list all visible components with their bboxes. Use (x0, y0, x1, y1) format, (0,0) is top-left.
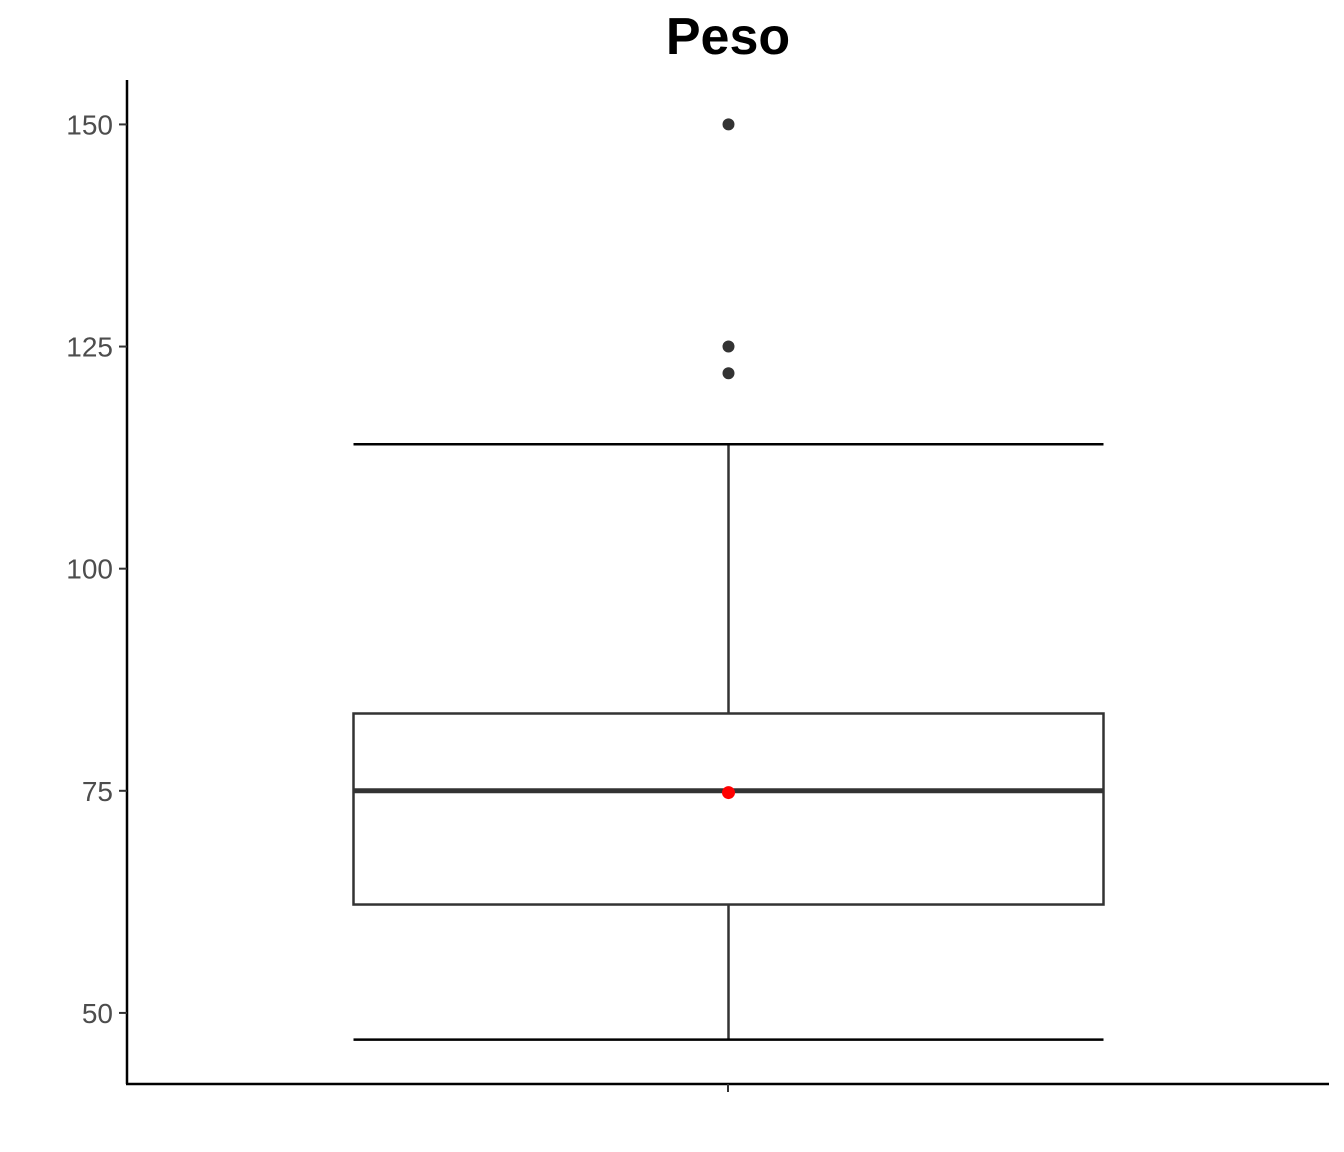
y-tick-label: 125 (66, 332, 113, 363)
box-iqr (352, 712, 1105, 906)
outlier-point (722, 118, 735, 131)
y-tick-label: 100 (66, 554, 113, 585)
boxes (352, 118, 1105, 1041)
y-ticks: 50 75 100 125 150 (66, 109, 127, 1029)
axes (125, 80, 1329, 1092)
outlier-point (722, 367, 735, 380)
chart-title: Peso (666, 8, 790, 66)
y-tick-label: 50 (82, 998, 113, 1029)
outlier-point (722, 340, 735, 353)
y-tick-label: 75 (82, 776, 113, 807)
y-tick-label: 150 (66, 109, 113, 140)
mean-point (722, 786, 735, 800)
